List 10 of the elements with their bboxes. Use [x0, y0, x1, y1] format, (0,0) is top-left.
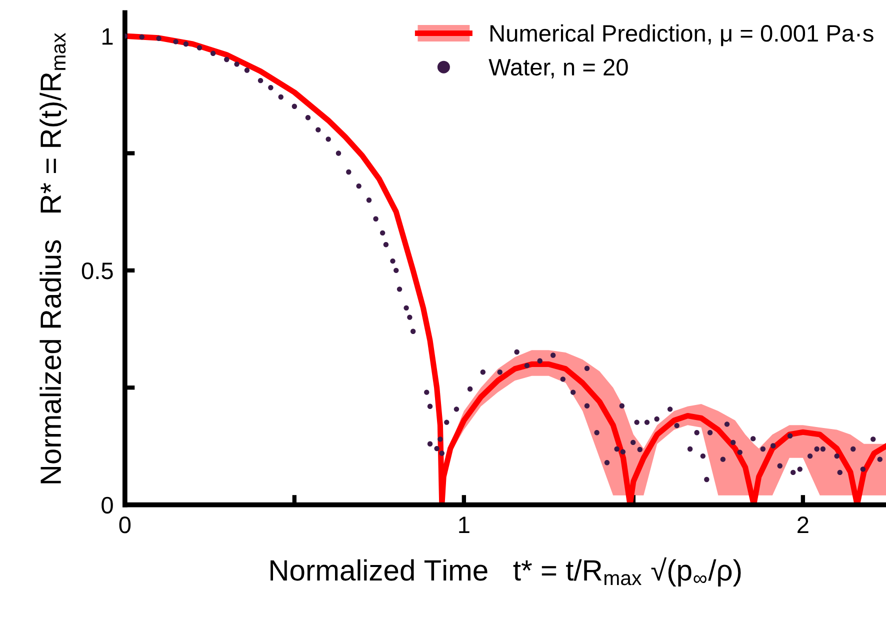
- x-tick-label: 2: [798, 516, 808, 534]
- y-tick-label: 1: [102, 28, 113, 45]
- x-tick-label: 0: [119, 516, 131, 534]
- y-tick-label: 0.5: [82, 262, 113, 280]
- legend-label: Water, n = 20: [488, 58, 628, 78]
- legend-label: Numerical Prediction, μ = 0.001 Pa·s: [490, 24, 874, 46]
- x-tick-label: 1: [459, 516, 470, 534]
- y-axis-title: Normalized Radius R* = R(t)/R$_{max}$: [40, 32, 67, 484]
- y-tick-label: 0: [102, 496, 113, 514]
- x-axis-title: Normalized Time t* = t/R$_{max}$ √(p$_{∞}$/ρ): [270, 557, 741, 586]
